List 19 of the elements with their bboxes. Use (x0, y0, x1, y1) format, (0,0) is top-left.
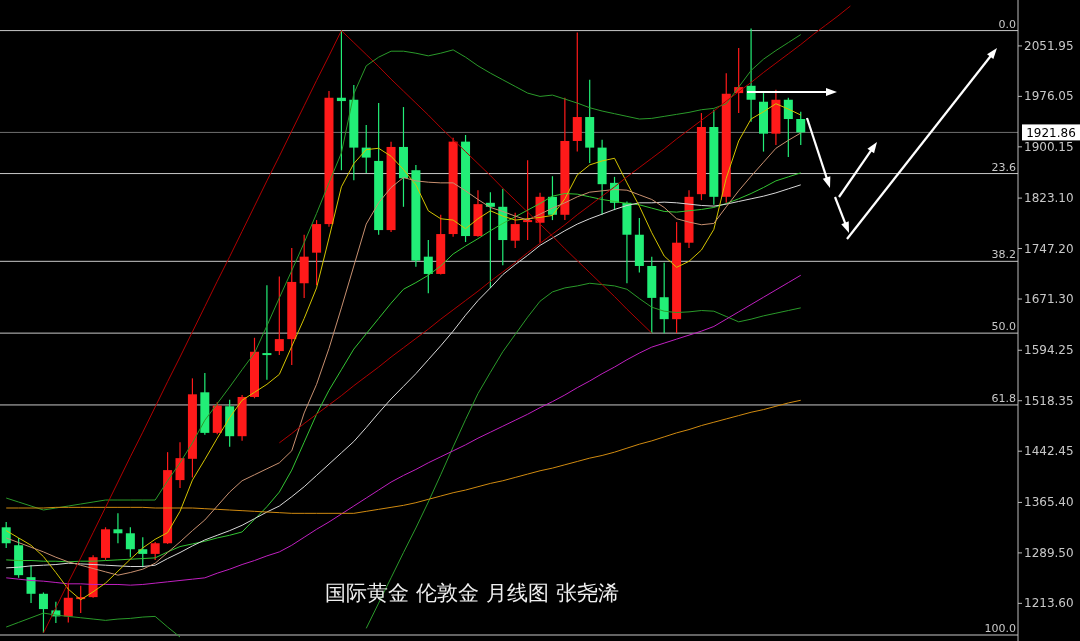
y-tick-label: 1213.60 (1024, 596, 1074, 611)
y-tick-label: 1976.05 (1024, 89, 1074, 104)
title: 国际黄金 伦敦金 月线图 张尧浠 (325, 581, 619, 605)
y-tick-label: 1594.25 (1024, 343, 1074, 358)
annotation: 61.8 (991, 391, 1016, 405)
y-tick-label: 1289.50 (1024, 545, 1074, 560)
annotation: 50.0 (991, 320, 1016, 334)
y-tick-label: 1900.15 (1024, 139, 1074, 154)
annotation: 23.6 (991, 160, 1016, 174)
y-tick-label: 1365.40 (1024, 495, 1074, 510)
annotation: 0.0 (998, 17, 1016, 31)
y-tick-label: 1671.30 (1024, 292, 1074, 307)
y-tick-label: 1747.20 (1024, 241, 1074, 256)
y-tick-label: 2051.95 (1024, 38, 1074, 53)
y-tick-label: 1442.45 (1024, 444, 1074, 459)
y-tick-label: 1518.35 (1024, 393, 1074, 408)
annotation: 38.2 (991, 248, 1016, 262)
annotation: 100.0 (984, 622, 1016, 635)
y-tick-label: 1823.10 (1024, 191, 1074, 206)
